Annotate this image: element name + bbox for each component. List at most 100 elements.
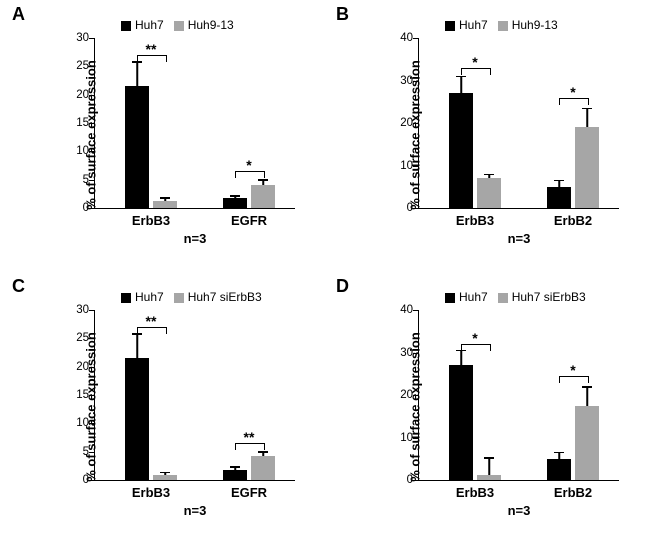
- y-tick-label: 20: [389, 389, 413, 401]
- legend-swatch: [498, 293, 508, 303]
- bar: [153, 475, 177, 480]
- y-tick: [89, 66, 95, 67]
- y-tick-label: 10: [65, 417, 89, 429]
- legend: Huh7Huh9-13: [121, 18, 234, 32]
- legend-label: Huh7 siErbB3: [188, 290, 262, 304]
- panel-label: D: [336, 276, 349, 297]
- panel-D: DHuh7Huh7 siErbB3% of surface expression…: [330, 272, 640, 527]
- y-tick: [89, 367, 95, 368]
- panel-label: A: [12, 4, 25, 25]
- plot-area: 010203040**ErbB3ErbB2n=3: [418, 38, 619, 209]
- bar: [153, 201, 177, 208]
- panel-label: B: [336, 4, 349, 25]
- chart-container: Huh7Huh7 siErbB3% of surface expression0…: [46, 292, 306, 522]
- y-tick-label: 15: [65, 389, 89, 401]
- error-bar-cap: [484, 457, 494, 459]
- y-tick-label: 0: [65, 202, 89, 214]
- legend-swatch: [121, 21, 131, 31]
- error-bar: [488, 458, 490, 475]
- y-tick: [89, 338, 95, 339]
- bar: [125, 86, 149, 208]
- y-tick-label: 30: [389, 347, 413, 359]
- error-bar: [460, 76, 462, 93]
- error-bar-cap: [554, 180, 564, 182]
- legend-label: Huh7: [135, 290, 164, 304]
- plot-area: 051015202530****ErbB3EGFRn=3: [94, 310, 295, 481]
- n-label: n=3: [508, 231, 531, 246]
- legend-swatch: [121, 293, 131, 303]
- x-category-label: ErbB3: [456, 485, 494, 500]
- y-tick-label: 20: [389, 117, 413, 129]
- y-tick: [413, 208, 419, 209]
- legend-label: Huh9-13: [188, 18, 234, 32]
- y-tick-label: 10: [65, 145, 89, 157]
- error-bar: [136, 334, 138, 358]
- y-tick: [89, 95, 95, 96]
- legend-swatch: [498, 21, 508, 31]
- y-tick: [89, 452, 95, 453]
- y-tick-label: 15: [65, 117, 89, 129]
- y-tick-label: 0: [389, 474, 413, 486]
- n-label: n=3: [184, 231, 207, 246]
- y-tick-label: 30: [389, 75, 413, 87]
- bar: [575, 127, 599, 208]
- y-tick: [413, 310, 419, 311]
- legend-label: Huh7: [459, 18, 488, 32]
- error-bar-cap: [554, 452, 564, 454]
- error-bar-cap: [258, 179, 268, 181]
- x-category-label: ErbB3: [132, 485, 170, 500]
- legend: Huh7 Huh9-13: [445, 18, 558, 32]
- n-label: n=3: [508, 503, 531, 518]
- panel-label: C: [12, 276, 25, 297]
- y-tick: [413, 123, 419, 124]
- y-tick-label: 25: [65, 60, 89, 72]
- x-category-label: EGFR: [231, 213, 267, 228]
- y-tick-label: 5: [65, 174, 89, 186]
- y-tick: [413, 166, 419, 167]
- y-tick: [413, 480, 419, 481]
- bar: [547, 187, 571, 208]
- bar: [449, 93, 473, 208]
- legend-label: Huh9-13: [512, 18, 558, 32]
- y-tick: [89, 423, 95, 424]
- legend: Huh7 Huh7 siErbB3: [121, 290, 262, 304]
- bar: [477, 475, 501, 480]
- y-tick-label: 10: [389, 432, 413, 444]
- legend-swatch: [445, 21, 455, 31]
- legend: Huh7Huh7 siErbB3: [445, 290, 586, 304]
- legend-swatch: [174, 21, 184, 31]
- plot-area: 051015202530***ErbB3EGFRn=3: [94, 38, 295, 209]
- bar: [223, 470, 247, 480]
- significance-label: *: [472, 330, 477, 346]
- error-bar: [136, 62, 138, 86]
- significance-label: *: [246, 157, 251, 173]
- y-tick: [413, 438, 419, 439]
- y-tick: [89, 38, 95, 39]
- y-tick: [413, 81, 419, 82]
- y-tick-label: 20: [65, 89, 89, 101]
- y-tick: [89, 480, 95, 481]
- y-tick-label: 40: [389, 304, 413, 316]
- error-bar: [460, 350, 462, 365]
- error-bar-cap: [456, 76, 466, 78]
- y-tick: [89, 180, 95, 181]
- y-tick: [413, 38, 419, 39]
- n-label: n=3: [184, 503, 207, 518]
- error-bar-cap: [582, 108, 592, 110]
- chart-container: Huh7Huh9-13% of surface expression051015…: [46, 20, 306, 250]
- x-category-label: ErbB2: [554, 485, 592, 500]
- x-category-label: ErbB2: [554, 213, 592, 228]
- y-tick: [89, 208, 95, 209]
- error-bar: [586, 387, 588, 406]
- bar: [449, 365, 473, 480]
- bar: [251, 185, 275, 208]
- bar: [575, 406, 599, 480]
- panel-B: BHuh7Huh9-13% of surface expression01020…: [330, 0, 640, 255]
- y-tick-label: 30: [65, 304, 89, 316]
- figure: AHuh7Huh9-13% of surface expression05101…: [0, 0, 650, 538]
- panel-A: AHuh7Huh9-13% of surface expression05101…: [6, 0, 316, 255]
- x-category-label: EGFR: [231, 485, 267, 500]
- y-tick-label: 10: [389, 160, 413, 172]
- bar: [251, 456, 275, 480]
- significance-label: **: [146, 41, 157, 57]
